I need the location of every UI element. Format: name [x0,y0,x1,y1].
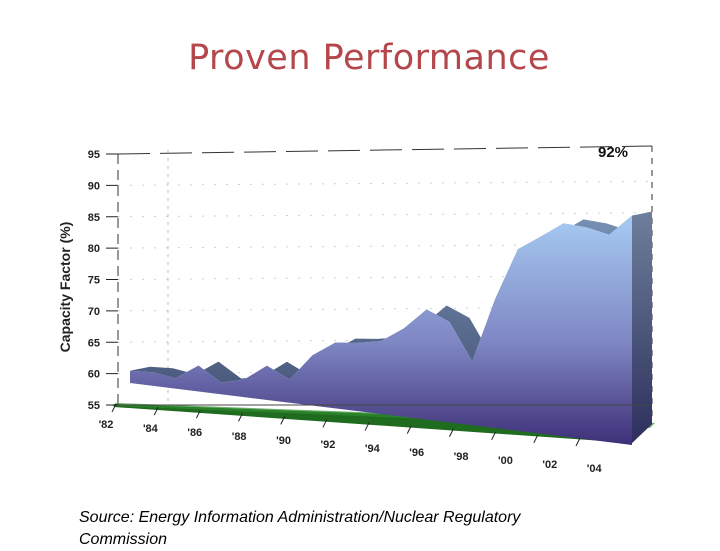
data-point [608,234,610,236]
data-point [289,378,291,380]
x-tick-label: '88 [232,431,247,443]
x-tick-label: '86 [187,427,202,439]
x-tick-label: '84 [143,423,159,435]
x-tick-mark [364,422,370,431]
grid-line [117,212,653,218]
y-tick-label: 95 [88,149,100,161]
x-tick-label: '92 [320,439,335,451]
data-area-series [130,215,632,445]
x-tick-label: '90 [276,435,291,447]
y-tick-label: 75 [88,275,100,287]
x-tick-label: '02 [542,459,557,471]
x-tick-mark [322,419,328,428]
grid-line [117,180,653,186]
x-tick-label: '94 [365,443,381,455]
x-tick-label: '04 [587,463,603,475]
x-tick-label: '96 [409,447,424,459]
data-point [448,321,450,323]
x-tick-mark [238,413,243,422]
data-point [540,235,542,237]
x-tick-mark [280,416,286,425]
x-tick-mark [195,409,201,419]
floor-slab [114,404,652,443]
y-tick-label: 60 [88,369,100,381]
x-tick-label: '00 [498,455,513,467]
data-point [494,298,496,300]
data-point [425,308,427,310]
x-tick-label: '98 [454,451,469,463]
data-point [585,226,587,228]
data-point [631,214,633,216]
data-point [266,365,268,367]
y-tick-label: 55 [88,400,100,412]
data-point [220,381,222,383]
data-point [174,377,176,379]
area-side-face [632,211,652,443]
chart-title: Proven Performance [188,38,550,78]
data-point [380,340,382,342]
x-tick-mark [111,403,117,413]
value-annotation: 92% [598,144,628,161]
y-tick-label: 70 [88,306,100,318]
data-point [129,369,131,371]
axes: 95 90 85 80 75 70 65 60 55 '82 '84 '86 '88 '90 '92 '94 '… [88,149,652,475]
y-tick-label: 90 [88,180,100,192]
wall-top-edge [117,145,653,155]
data-point [197,364,199,366]
source-line-2: Commission [79,531,168,548]
x-tick-mark [575,437,581,447]
data-point [311,354,313,356]
x-tick-mark [153,406,159,416]
data-point [403,327,405,329]
x-tick-mark [491,431,497,441]
source-line-1: Source: Energy Information Administratio… [79,509,521,526]
source-note: Source: Energy Information Administratio… [79,507,520,551]
y-tick-label: 85 [88,212,100,224]
data-area [129,211,652,445]
data-point [357,342,359,344]
data-point [152,371,154,373]
data-point [243,378,245,380]
y-axis-label: Capacity Factor (%) [57,222,73,353]
x-tick-mark [406,425,412,434]
x-tick-mark [449,428,454,437]
x-tick-label: '82 [99,419,114,431]
y-tick-label: 80 [88,243,100,255]
x-tick-mark [533,434,539,444]
data-point [517,248,519,250]
data-point [562,222,564,224]
data-point [471,360,473,362]
y-tick-label: 65 [88,337,100,349]
data-point [334,341,336,343]
